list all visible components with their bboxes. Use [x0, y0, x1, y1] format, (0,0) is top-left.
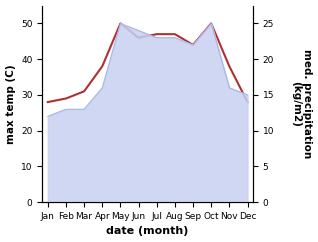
X-axis label: date (month): date (month) — [107, 227, 189, 236]
Y-axis label: max temp (C): max temp (C) — [5, 64, 16, 144]
Y-axis label: med. precipitation
(kg/m2): med. precipitation (kg/m2) — [291, 49, 313, 159]
